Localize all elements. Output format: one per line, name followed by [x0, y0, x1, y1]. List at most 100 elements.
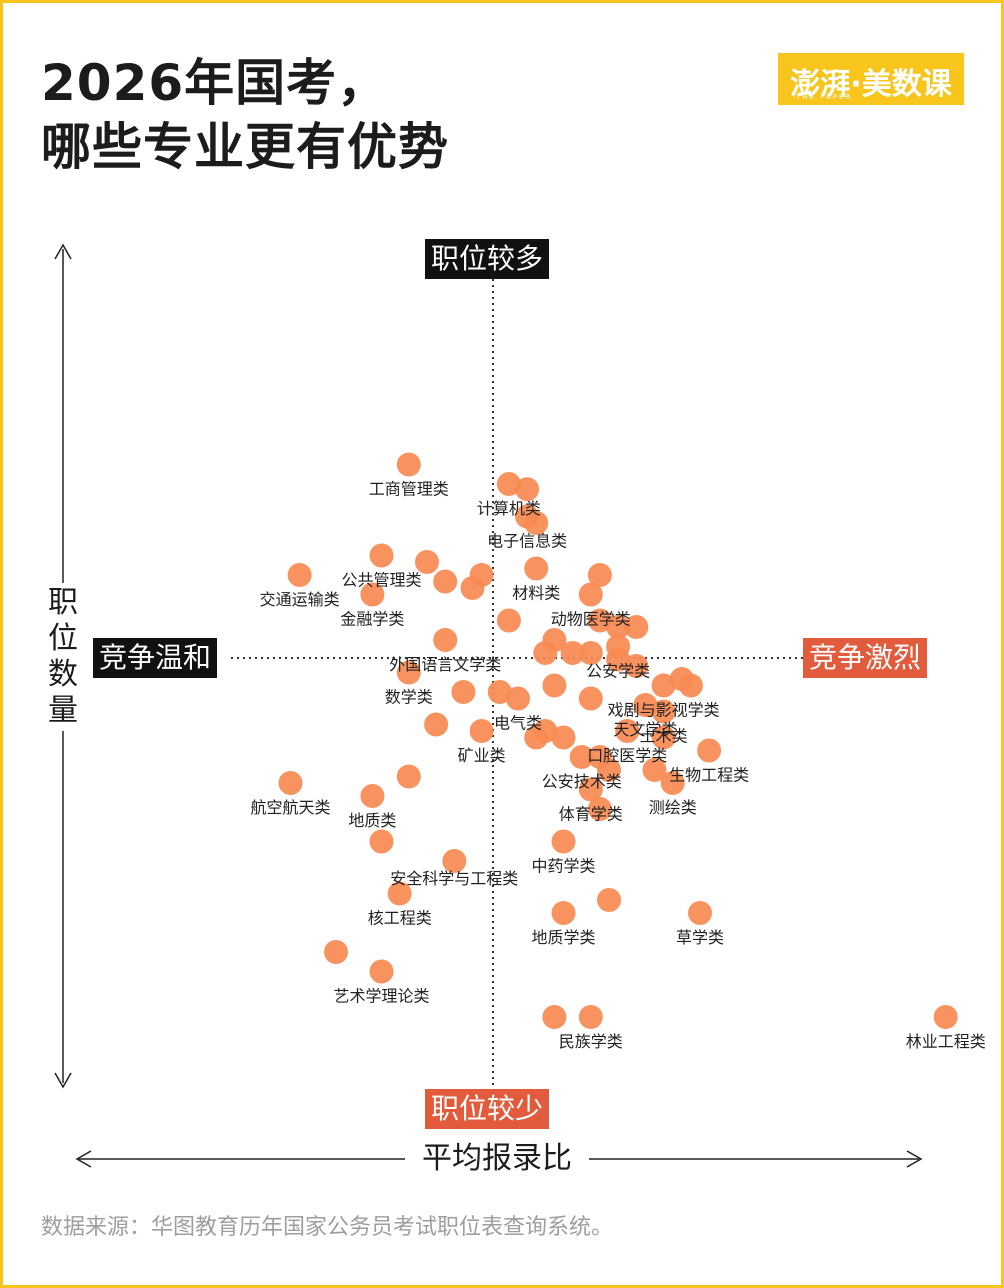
data-point [542, 1005, 567, 1029]
data-point [433, 628, 458, 652]
point-label: 地质学类 [531, 928, 595, 947]
point-label: 公安学类 [586, 662, 650, 681]
data-point [496, 472, 521, 496]
label-mild-competition: 竞争温和 [93, 638, 218, 678]
title-line-2: 哪些专业更有优势 [41, 118, 449, 176]
data-point [587, 797, 612, 821]
point-label: 交通运输类 [260, 590, 340, 609]
data-point [578, 777, 603, 802]
y-axis-label: 职位数量 [45, 583, 81, 731]
y-arrow-head-top [54, 243, 72, 260]
points-layer [278, 452, 958, 1029]
data-point [597, 888, 621, 912]
point-label: 体育学类 [559, 805, 623, 824]
x-arrow-head-left [75, 1150, 92, 1168]
data-point [469, 719, 494, 743]
data-point [324, 940, 348, 964]
data-point [606, 647, 631, 672]
data-point [396, 452, 421, 477]
data-point [642, 758, 667, 782]
y-arrow-head-bottom [54, 1072, 72, 1089]
point-label: 公安技术类 [542, 772, 622, 791]
x-arrow-head-right [906, 1150, 923, 1168]
brand-logo-sub: THE PAPER [796, 93, 853, 101]
data-point [278, 771, 303, 795]
data-point [369, 543, 394, 568]
data-point [624, 615, 649, 639]
point-label: 工商管理类 [369, 480, 449, 499]
data-point [678, 673, 703, 698]
data-point [651, 725, 676, 750]
point-label: 天文学类 [613, 720, 677, 739]
annotation-label: 安全科学与工程类 [390, 869, 518, 888]
data-point [597, 758, 621, 782]
point-label: 材料类 [512, 584, 560, 603]
data-point [933, 1005, 958, 1029]
brand-logo: 澎湃·美数课 THE PAPER [778, 53, 964, 105]
data-point [551, 901, 576, 925]
point-label: 航空航天类 [250, 798, 330, 817]
point-label: 动物医学类 [551, 610, 631, 629]
data-point [524, 725, 549, 750]
axes-layer [54, 243, 923, 1168]
point-label: 民族学类 [559, 1032, 623, 1051]
data-point [551, 725, 576, 750]
data-point [633, 693, 658, 717]
point-label: 测绘类 [649, 798, 697, 817]
point-label: 电子信息类 [487, 532, 567, 551]
data-point [396, 764, 421, 789]
data-point [360, 582, 385, 607]
label-fierce-competition: 竞争激烈 [803, 638, 928, 678]
brand-logo-text: 澎湃·美数课 [790, 67, 952, 102]
data-point [533, 641, 558, 665]
data-point [433, 569, 458, 594]
data-point [651, 673, 676, 698]
label-fewer-positions: 职位较少 [425, 1089, 550, 1129]
point-label: 金融学类 [340, 610, 404, 629]
point-label: 矿业类 [458, 746, 506, 765]
data-point [496, 608, 521, 633]
point-label: 戏剧与影视学类 [608, 701, 720, 720]
point-label: 核工程类 [368, 909, 432, 928]
data-point [660, 771, 685, 795]
data-point [387, 881, 412, 906]
point-label: 林业工程类 [906, 1032, 986, 1051]
point-label: 草学类 [676, 928, 724, 947]
point-label: 口腔医学类 [587, 746, 667, 765]
point-label: 中药学类 [531, 857, 595, 876]
data-point [460, 576, 485, 600]
point-label: 外国语言文学类 [389, 655, 501, 674]
point-label: 土木类 [640, 727, 688, 746]
data-point [587, 563, 612, 587]
data-point [606, 615, 631, 639]
data-point [578, 582, 603, 607]
chart-title: 2026年国考， 哪些专业更有优势 [41, 51, 449, 179]
data-point [688, 901, 712, 925]
data-point [578, 641, 603, 665]
data-point [697, 738, 722, 763]
data-point [415, 550, 439, 574]
data-point [442, 849, 467, 873]
data-point [515, 477, 540, 502]
data-point [578, 1005, 603, 1029]
point-label: 计算机类 [477, 499, 541, 518]
title-line-1: 2026年国考， [41, 54, 389, 112]
source-note: 数据来源：华图教育历年国家公务员考试职位表查询系统。 [41, 1215, 614, 1240]
label-more-positions: 职位较多 [425, 239, 550, 279]
point-label: 电气类 [494, 714, 542, 733]
data-point [524, 511, 549, 535]
data-point [560, 641, 585, 665]
point-label: 艺术学理论类 [333, 987, 429, 1006]
data-point [369, 959, 394, 984]
data-point [542, 673, 567, 698]
point-label: 地质类 [348, 811, 396, 830]
point-label: 数学类 [385, 688, 433, 707]
point-label: 生物工程类 [669, 766, 749, 785]
data-point [551, 829, 576, 854]
data-point [369, 829, 394, 854]
data-point [569, 745, 594, 769]
data-point [487, 680, 512, 704]
